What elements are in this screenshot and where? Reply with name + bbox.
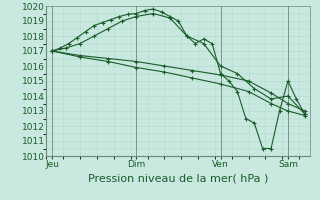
X-axis label: Pression niveau de la mer( hPa ): Pression niveau de la mer( hPa ) <box>88 173 268 183</box>
